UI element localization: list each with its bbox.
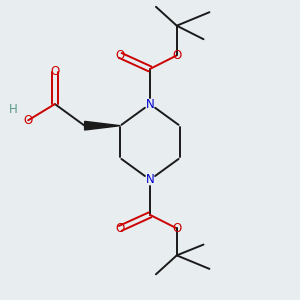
Text: O: O (50, 65, 59, 78)
Text: O: O (23, 114, 33, 127)
Text: N: N (146, 98, 154, 111)
Text: O: O (116, 49, 125, 62)
Text: O: O (172, 49, 182, 62)
Text: O: O (172, 222, 182, 235)
Polygon shape (85, 122, 120, 130)
Text: N: N (146, 173, 154, 186)
Text: H: H (9, 103, 18, 116)
Text: O: O (116, 222, 125, 235)
